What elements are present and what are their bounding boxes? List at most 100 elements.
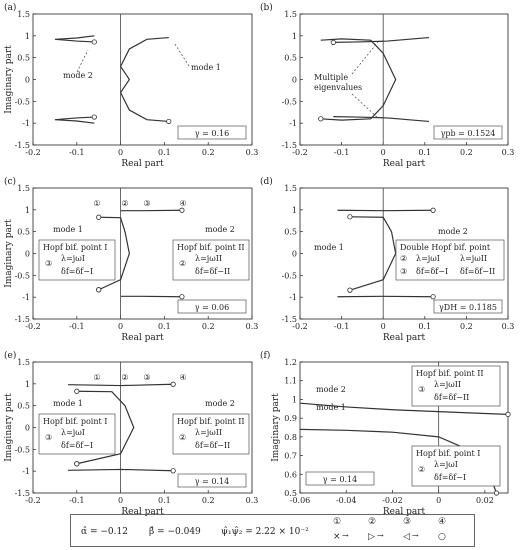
hopf-box-2-num: ② — [179, 259, 186, 268]
hopf-box-2-lambda: λ=jωII — [195, 428, 222, 437]
annotation-mode-1: mode 1 — [53, 225, 83, 234]
legend-symbol-4: ○ — [438, 532, 446, 542]
circled-number-4: ④ — [179, 373, 186, 382]
hopf-box-1 — [411, 445, 501, 487]
x-tick-label: 0.3 — [502, 322, 515, 331]
panel-4: (d) -0.2 -0.1 0 0.1 0.2 0.3 1.5 1 0.5 0 -0.5 -1 -1.5 R… — [260, 176, 514, 343]
circled-number-1: ① — [93, 199, 100, 208]
x-tick-label: -0.1 — [334, 322, 349, 331]
hopf-box-1-lambda: λ=jωI — [434, 460, 458, 469]
y-axis-label: Imaginary part — [271, 393, 281, 462]
circled-number-4: ④ — [179, 199, 186, 208]
x-tick-label: 0 — [436, 496, 441, 505]
series-line-2 — [98, 216, 130, 291]
x-tick-label: 0.1 — [418, 148, 431, 157]
y-tick-label: 0.5 — [284, 489, 297, 498]
y-tick-label: -1 — [289, 293, 297, 302]
x-tick-label: -0.2 — [25, 148, 40, 157]
x-tick-label: 0 — [118, 496, 123, 505]
hopf-box-1 — [38, 413, 116, 455]
hopf-box-1-num: ③ — [45, 259, 52, 268]
x-tick-label: -0.1 — [334, 148, 349, 157]
hopf-box-1-num: ③ — [45, 433, 52, 442]
param-label: γ = 0.14 — [323, 475, 357, 484]
x-tick-label: -0.06 — [290, 496, 311, 505]
hopf-box-2-delta: δf=δf−II — [195, 441, 230, 450]
legend-num-2: ② — [368, 517, 377, 527]
double-hopf-lambda-1: λ=jωI — [416, 254, 440, 263]
y-tick-label: -1.5 — [282, 141, 297, 150]
series-end-marker — [430, 294, 436, 300]
hopf-box-2 — [172, 239, 250, 281]
y-tick-label: 0.5 — [17, 402, 30, 411]
circled-number-3: ③ — [143, 199, 150, 208]
x-tick-label: 0.2 — [202, 148, 215, 157]
y-tick-label: -1 — [22, 467, 30, 476]
param-label: γpb = 0.1524 — [441, 129, 496, 138]
double-hopf-delta-2: δf=δf−II — [460, 267, 495, 276]
param-box — [433, 125, 503, 140]
double-hopf-num-2: ② — [400, 254, 407, 263]
legend-psi: ψ̂₁ψ̂₂ = 2.22 × 10⁻² — [221, 527, 309, 537]
series-line-1 — [68, 383, 174, 387]
y-tick-label: -1.5 — [282, 315, 297, 324]
legend-beta: β̂ = −0.049 — [149, 527, 201, 537]
hopf-box-2-title: Hopf bif. point II — [177, 417, 245, 426]
series-end-marker — [493, 490, 500, 496]
y-tick-label: 1.1 — [284, 377, 297, 386]
x-tick-label: 0.2 — [460, 148, 473, 157]
y-tick-label: -1 — [289, 119, 297, 128]
hopf-box-2 — [411, 365, 501, 407]
x-axis-label: Real part — [383, 159, 426, 169]
series-end-marker — [179, 207, 185, 213]
series-end-marker — [91, 114, 97, 120]
series-end-marker — [505, 411, 511, 417]
series-start-marker — [96, 214, 102, 220]
y-tick-label: 1 — [25, 206, 30, 215]
x-tick-label: 0 — [381, 322, 386, 331]
legend-box: α̂ = −0.12 β̂ = −0.049 ψ̂₁ψ̂₂ = 2.22 × 1… — [70, 514, 475, 547]
x-tick-label: 0.1 — [158, 322, 171, 331]
param-box — [177, 299, 247, 314]
series-line-conjugate — [54, 116, 95, 124]
y-tick-label: 1.5 — [17, 358, 30, 367]
hopf-box-1-title: Hopf bif. point I — [416, 449, 480, 458]
y-tick-label: 1 — [292, 32, 297, 41]
y-tick-label: 0.7 — [284, 452, 297, 461]
annotation-leader — [351, 93, 379, 119]
y-axis-label: Imaginary part — [4, 393, 14, 462]
x-axis-label: Real part — [383, 333, 426, 343]
hopf-box-2-lambda: λ=jωII — [195, 254, 222, 263]
x-tick-label: 0.2 — [460, 322, 473, 331]
double-hopf-delta-1: δf=δf−I — [416, 267, 448, 276]
panel-label: (d) — [260, 176, 273, 187]
y-tick-label: 1.5 — [17, 10, 30, 19]
series-end-marker — [318, 116, 324, 122]
legend-num-4: ④ — [438, 517, 447, 527]
panel-label: (a) — [4, 2, 16, 13]
annotation-leader — [174, 43, 190, 67]
legend-num-3: ③ — [403, 517, 412, 527]
circled-number-1: ① — [93, 373, 100, 382]
x-tick-label: 0.1 — [418, 322, 431, 331]
param-label: γ = 0.16 — [195, 129, 229, 138]
hopf-box-1-delta: δf=δf−I — [61, 441, 93, 450]
y-tick-label: 1.2 — [284, 358, 297, 367]
y-tick-label: 0 — [292, 250, 297, 259]
series-end-marker — [170, 381, 176, 387]
x-tick-label: -0.1 — [69, 496, 84, 505]
x-tick-label: 0.2 — [202, 496, 215, 505]
panel-3: (c) -0.2 -0.1 0 0.1 0.2 0.3 1.5 1 0.5 0 -0.5 -1 -1.5 R… — [4, 176, 258, 343]
y-axis-label: Imaginary part — [4, 45, 14, 114]
x-tick-label: -0.2 — [292, 322, 307, 331]
y-tick-label: 1.5 — [17, 184, 30, 193]
hopf-box-1-title: Hopf bif. point I — [43, 243, 107, 252]
x-tick-label: -0.2 — [25, 322, 40, 331]
x-tick-label: 0.3 — [502, 148, 515, 157]
series-line-2 — [333, 36, 430, 43]
annotation-mode-2: mode 2 — [205, 399, 235, 408]
double-hopf-title: Double Hopf bif. point — [400, 243, 491, 252]
hopf-box-1-title: Hopf bif. point I — [43, 417, 107, 426]
annotation-leader — [76, 49, 89, 73]
hopf-box-2-num: ③ — [418, 385, 425, 394]
